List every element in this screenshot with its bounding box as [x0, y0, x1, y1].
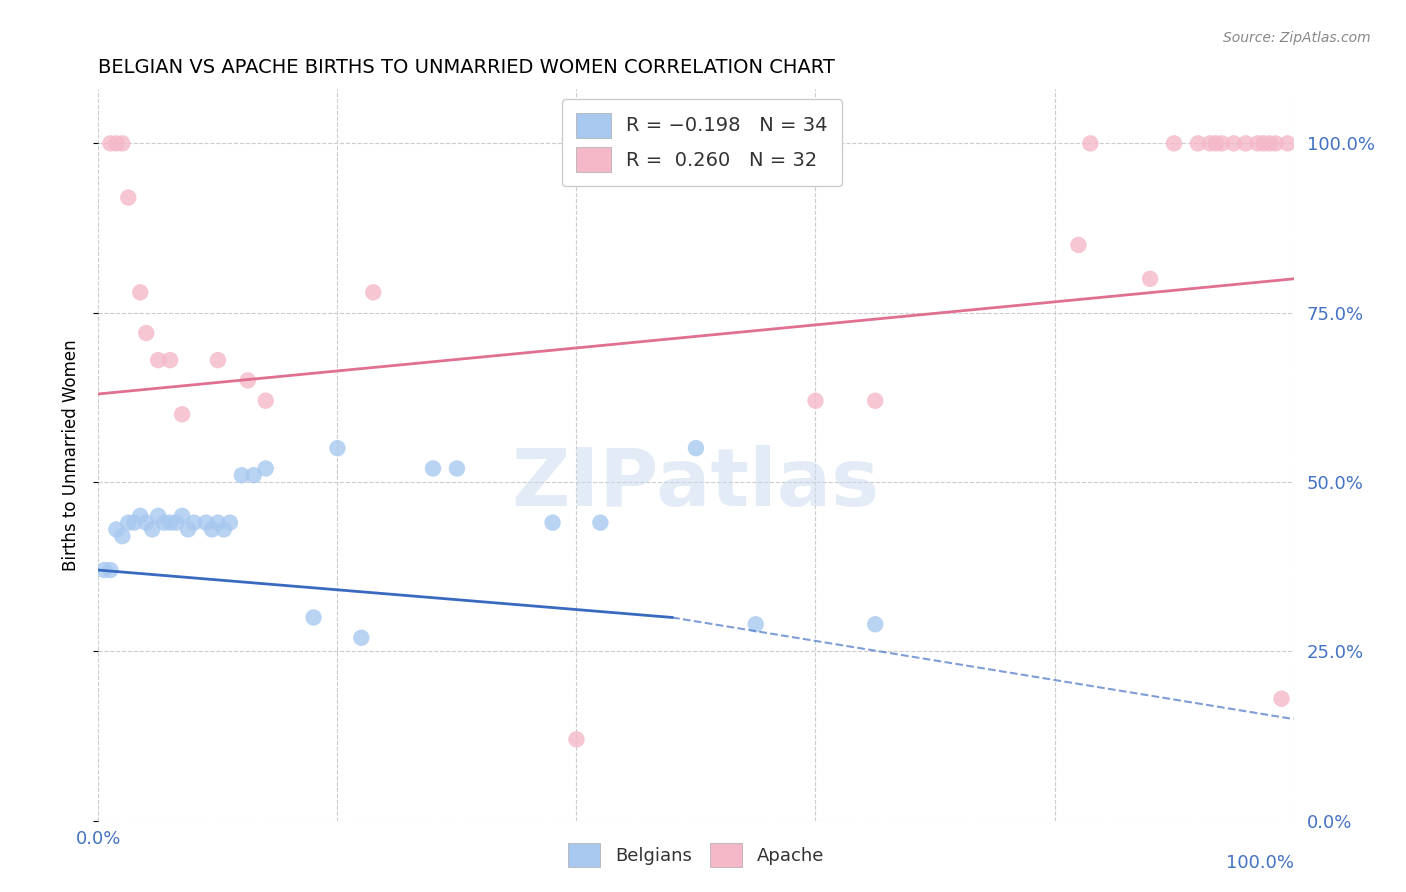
Point: [1205, 136, 1227, 151]
Point: [177, 523, 200, 537]
Point: [98, 136, 122, 151]
Point: [1139, 272, 1161, 286]
Point: [350, 631, 373, 645]
Point: [363, 285, 385, 300]
Point: [1080, 136, 1102, 151]
Y-axis label: Births to Unmarried Women: Births to Unmarried Women: [62, 339, 80, 571]
Point: [93, 563, 115, 577]
Point: [1277, 136, 1299, 151]
Point: [105, 136, 128, 151]
Point: [153, 516, 176, 530]
Point: [129, 508, 152, 523]
Text: ZIPatlas: ZIPatlas: [512, 445, 880, 524]
Point: [172, 407, 194, 421]
Point: [1246, 136, 1268, 151]
Point: [201, 523, 224, 537]
Point: [1258, 136, 1281, 151]
Point: [207, 516, 229, 530]
Point: [1271, 691, 1294, 706]
Point: [446, 461, 468, 475]
Point: [129, 285, 152, 300]
Point: [745, 617, 768, 632]
Point: [135, 326, 157, 340]
Point: [863, 617, 887, 632]
Point: [135, 516, 157, 530]
Point: [422, 461, 444, 475]
Text: BELGIAN VS APACHE BIRTHS TO UNMARRIED WOMEN CORRELATION CHART: BELGIAN VS APACHE BIRTHS TO UNMARRIED WO…: [98, 57, 835, 77]
Point: [254, 461, 277, 475]
Point: [117, 516, 139, 530]
Point: [1067, 238, 1090, 252]
Point: [219, 516, 242, 530]
Point: [1187, 136, 1209, 151]
Point: [159, 353, 181, 368]
Text: Source: ZipAtlas.com: Source: ZipAtlas.com: [1223, 31, 1371, 45]
Point: [183, 516, 205, 530]
Legend: Belgians, Apache: Belgians, Apache: [561, 836, 831, 874]
Point: [541, 516, 564, 530]
Point: [589, 516, 612, 530]
Point: [685, 441, 707, 455]
Text: 100.0%: 100.0%: [1226, 855, 1294, 872]
Point: [565, 732, 588, 747]
Point: [212, 523, 235, 537]
Point: [124, 516, 146, 530]
Point: [141, 523, 163, 537]
Point: [804, 393, 827, 408]
Point: [1211, 136, 1233, 151]
Point: [1264, 136, 1286, 151]
Point: [236, 373, 259, 387]
Point: [1198, 136, 1220, 151]
Point: [117, 190, 139, 204]
Point: [1163, 136, 1185, 151]
Point: [111, 136, 134, 151]
Point: [326, 441, 349, 455]
Point: [1234, 136, 1257, 151]
Point: [302, 610, 325, 624]
Point: [148, 508, 170, 523]
Point: [207, 353, 229, 368]
Point: [194, 516, 218, 530]
Point: [231, 468, 253, 483]
Point: [165, 516, 187, 530]
Point: [243, 468, 266, 483]
Point: [254, 393, 277, 408]
Point: [98, 563, 122, 577]
Point: [1222, 136, 1246, 151]
Point: [105, 523, 128, 537]
Point: [111, 529, 134, 543]
Point: [863, 393, 887, 408]
Point: [148, 353, 170, 368]
Point: [172, 508, 194, 523]
Point: [159, 516, 181, 530]
Point: [1253, 136, 1275, 151]
